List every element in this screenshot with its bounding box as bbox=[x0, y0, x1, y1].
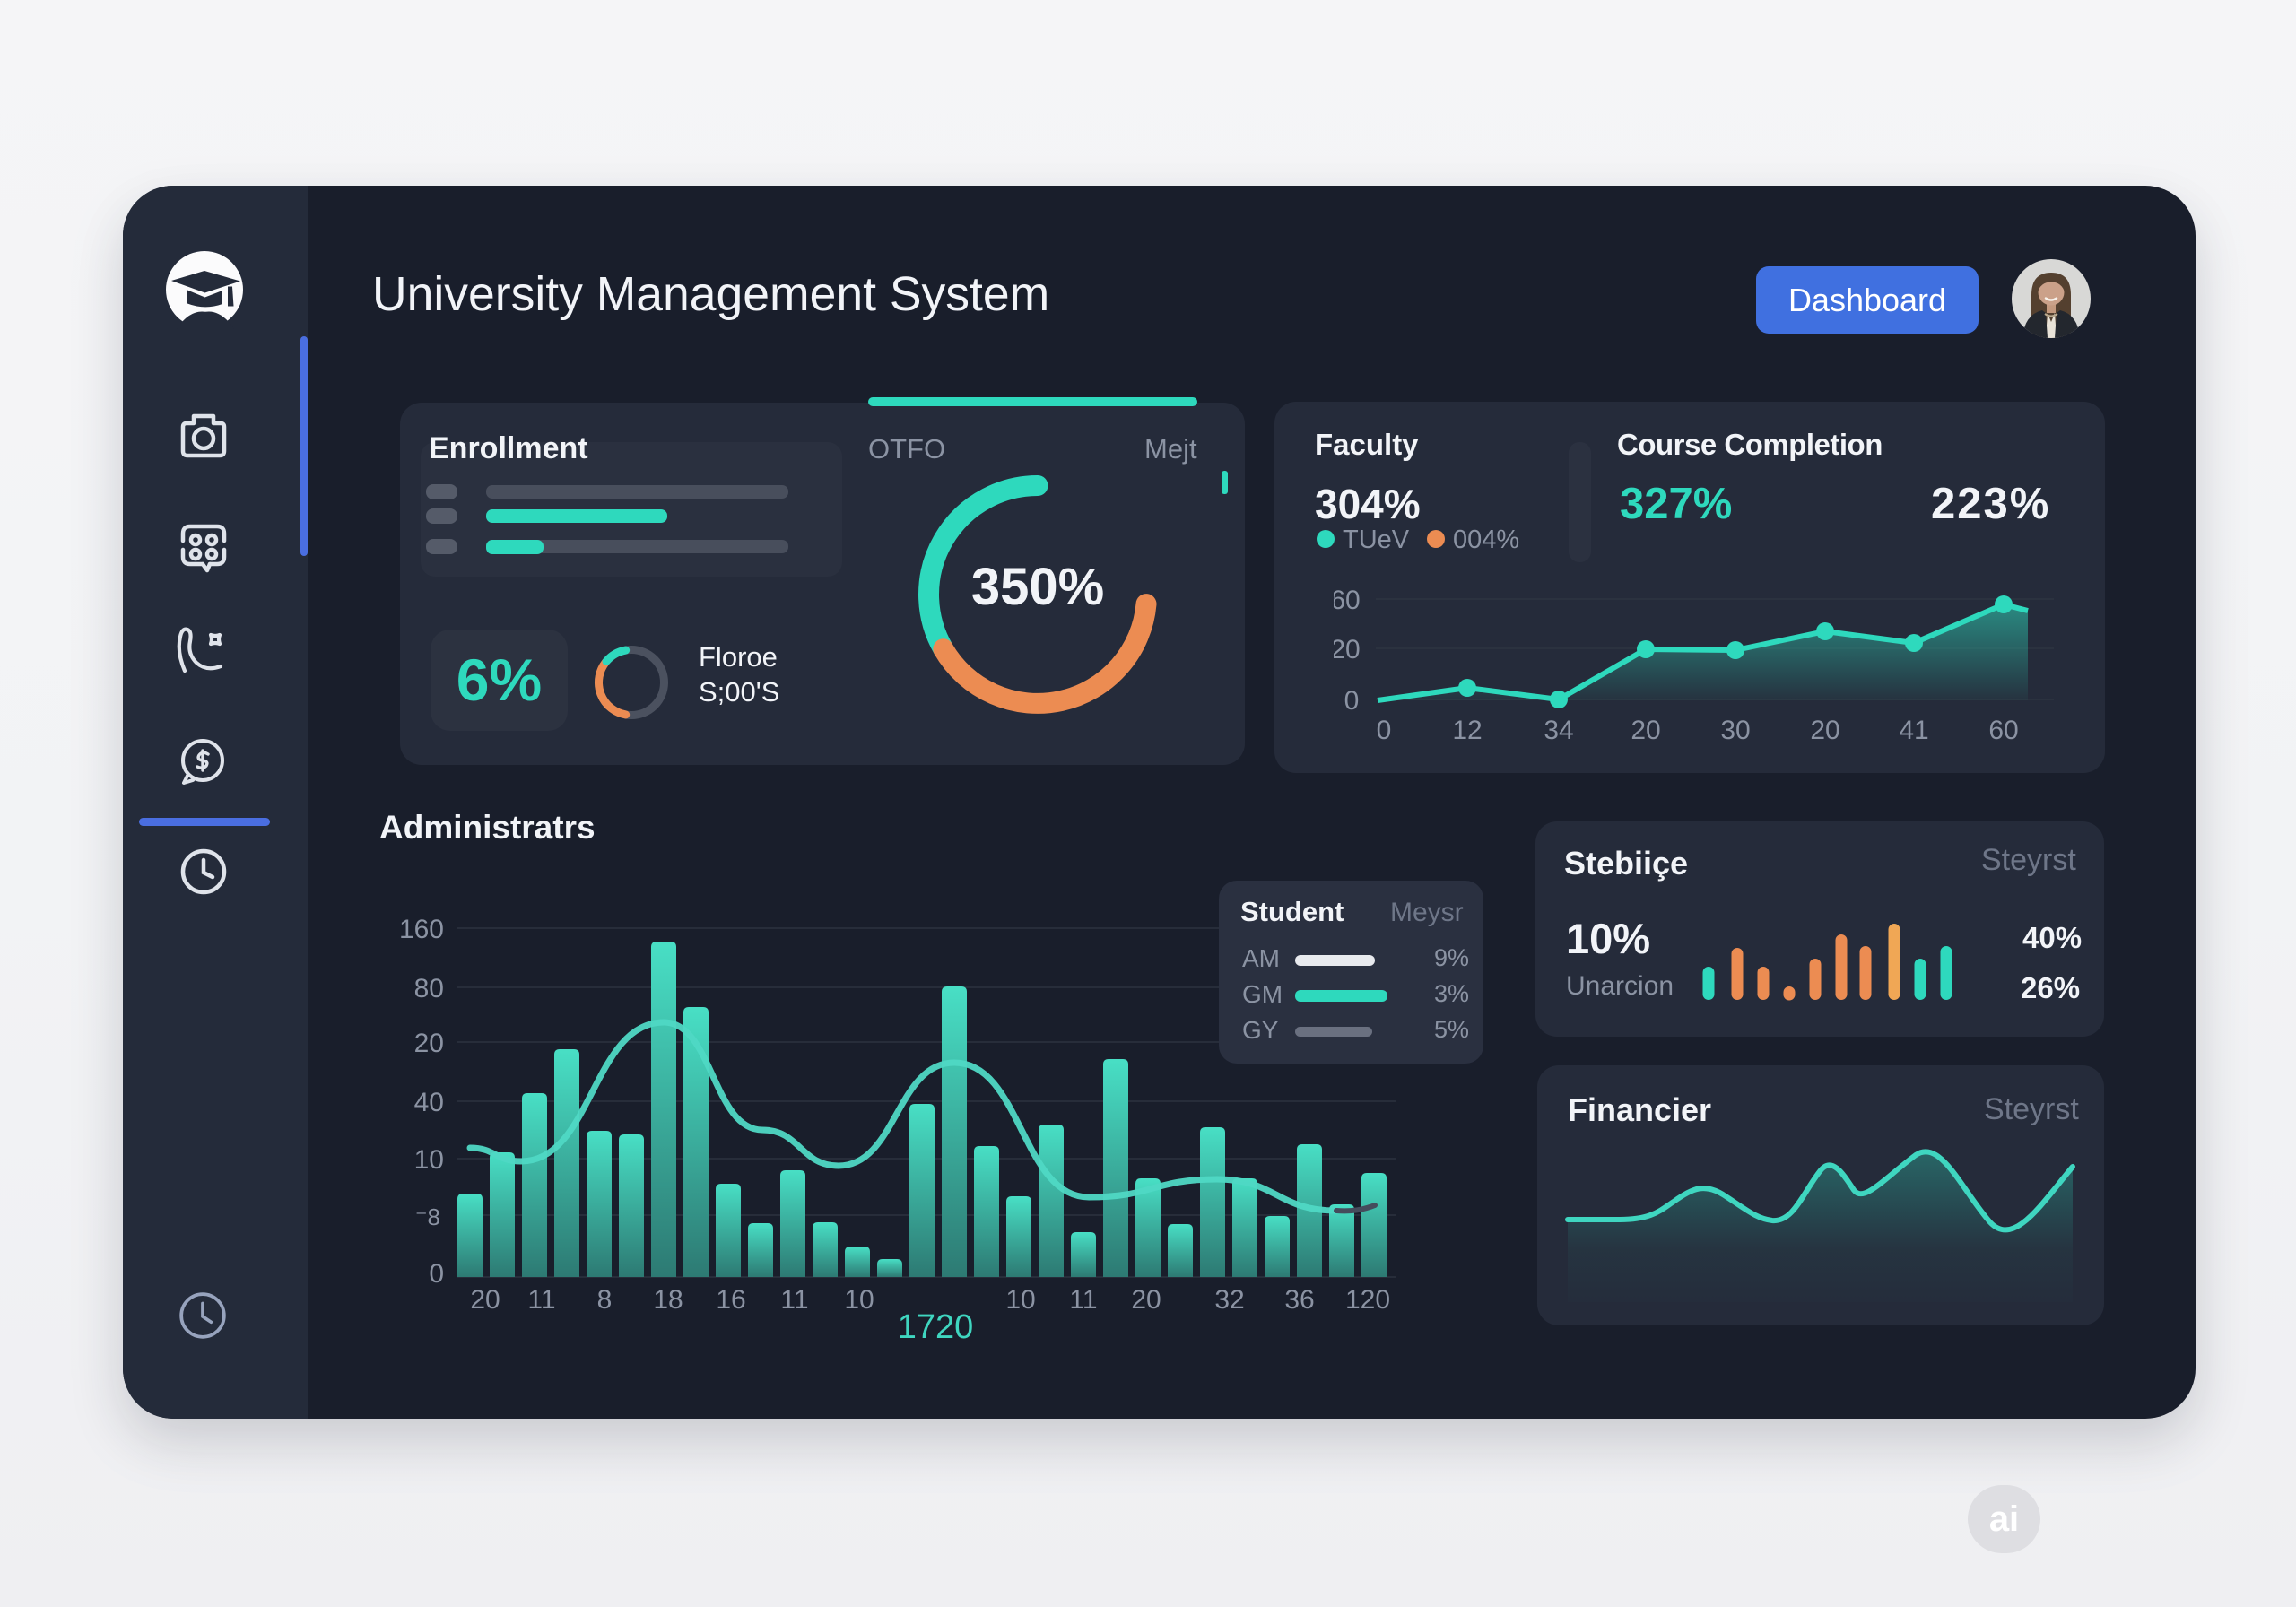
svg-text:10: 10 bbox=[1005, 1285, 1035, 1315]
svg-text:1720: 1720 bbox=[898, 1308, 974, 1345]
svg-text:60: 60 bbox=[1988, 716, 2018, 742]
svg-text:120: 120 bbox=[1345, 1285, 1390, 1315]
svg-text:⁻8: ⁻8 bbox=[415, 1203, 440, 1230]
svg-text:18: 18 bbox=[653, 1285, 683, 1315]
svg-text:0: 0 bbox=[1377, 716, 1392, 742]
svg-text:12: 12 bbox=[1452, 716, 1482, 742]
svg-text:36: 36 bbox=[1284, 1285, 1314, 1315]
svg-text:0: 0 bbox=[1344, 686, 1360, 716]
svg-text:20: 20 bbox=[1334, 635, 1361, 665]
svg-text:16: 16 bbox=[716, 1285, 745, 1315]
svg-text:8: 8 bbox=[597, 1285, 613, 1315]
svg-text:80: 80 bbox=[414, 974, 444, 1003]
svg-text:41: 41 bbox=[1899, 716, 1928, 742]
svg-text:60: 60 bbox=[1334, 586, 1361, 615]
svg-text:11: 11 bbox=[1069, 1285, 1097, 1315]
svg-text:20: 20 bbox=[414, 1029, 444, 1058]
svg-text:11: 11 bbox=[780, 1285, 808, 1315]
svg-text:160: 160 bbox=[399, 915, 444, 944]
svg-text:20: 20 bbox=[1631, 716, 1660, 742]
svg-text:10: 10 bbox=[844, 1285, 874, 1315]
svg-text:30: 30 bbox=[1720, 716, 1750, 742]
svg-text:20: 20 bbox=[1131, 1285, 1161, 1315]
svg-text:10: 10 bbox=[414, 1145, 444, 1175]
svg-text:0: 0 bbox=[429, 1259, 444, 1289]
svg-text:20: 20 bbox=[470, 1285, 500, 1315]
svg-text:34: 34 bbox=[1544, 716, 1573, 742]
svg-text:11: 11 bbox=[527, 1285, 555, 1315]
svg-text:32: 32 bbox=[1214, 1285, 1244, 1315]
svg-text:20: 20 bbox=[1810, 716, 1839, 742]
svg-text:40: 40 bbox=[414, 1088, 444, 1117]
